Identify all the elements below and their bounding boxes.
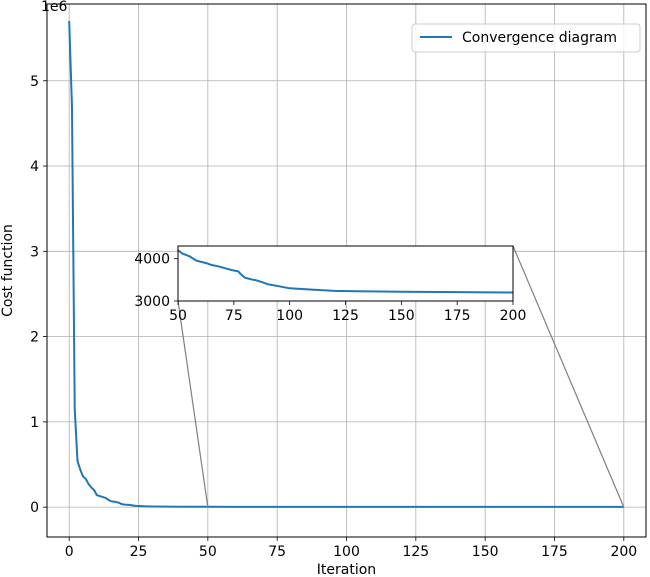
y-tick-label: 0 bbox=[30, 500, 39, 516]
inset-series-line bbox=[177, 249, 514, 294]
inset-series-layer bbox=[177, 249, 514, 294]
x-axis-label: Iteration bbox=[317, 562, 376, 577]
inset-x-tick-label: 175 bbox=[444, 308, 471, 324]
x-tick-label: 175 bbox=[541, 544, 568, 560]
x-tick-label: 25 bbox=[130, 544, 148, 560]
inset-x-tick-label: 125 bbox=[332, 308, 359, 324]
legend: Convergence diagram bbox=[411, 23, 641, 53]
main-ticks: 0 25 50 75 100 125 150 175 200 0 1 2 3 4 5 bbox=[30, 74, 637, 560]
x-tick-label: 150 bbox=[472, 544, 499, 560]
y-tick-label: 1 bbox=[30, 415, 39, 431]
zoom-connector-left bbox=[177, 300, 209, 508]
y-axis-label: Cost function bbox=[0, 224, 16, 317]
x-tick-label: 75 bbox=[268, 544, 286, 560]
x-tick-label: 100 bbox=[333, 544, 360, 560]
inset-y-tick-label: 4000 bbox=[134, 252, 170, 268]
y-tick-label: 2 bbox=[30, 330, 39, 346]
inset-zoom: 50 75 100 125 150 175 200 3000 4000 bbox=[134, 245, 526, 324]
y-tick-label: 5 bbox=[30, 74, 39, 90]
x-tick-label: 50 bbox=[199, 544, 217, 560]
inset-x-tick-label: 150 bbox=[388, 308, 415, 324]
x-tick-label: 0 bbox=[65, 544, 74, 560]
main-series-layer bbox=[68, 21, 624, 508]
inset-x-tick-label: 100 bbox=[276, 308, 303, 324]
inset-x-tick-label: 50 bbox=[169, 308, 187, 324]
legend-box bbox=[411, 23, 641, 53]
y-tick-label: 3 bbox=[30, 244, 39, 260]
y-tick-label: 4 bbox=[30, 159, 39, 175]
y-offset-label: 1e6 bbox=[41, 0, 68, 15]
x-tick-label: 200 bbox=[610, 544, 637, 560]
legend-label: Convergence diagram bbox=[462, 30, 617, 46]
inset-x-tick-label: 75 bbox=[225, 308, 243, 324]
zoom-connectors bbox=[177, 245, 625, 508]
inset-x-tick-label: 200 bbox=[500, 308, 527, 324]
zoom-connector-right bbox=[512, 245, 625, 508]
inset-ticks: 50 75 100 125 150 175 200 3000 4000 bbox=[134, 252, 526, 324]
inset-y-tick-label: 3000 bbox=[134, 294, 170, 310]
series-line-convergence-diagram bbox=[68, 21, 624, 508]
x-tick-label: 125 bbox=[402, 544, 429, 560]
